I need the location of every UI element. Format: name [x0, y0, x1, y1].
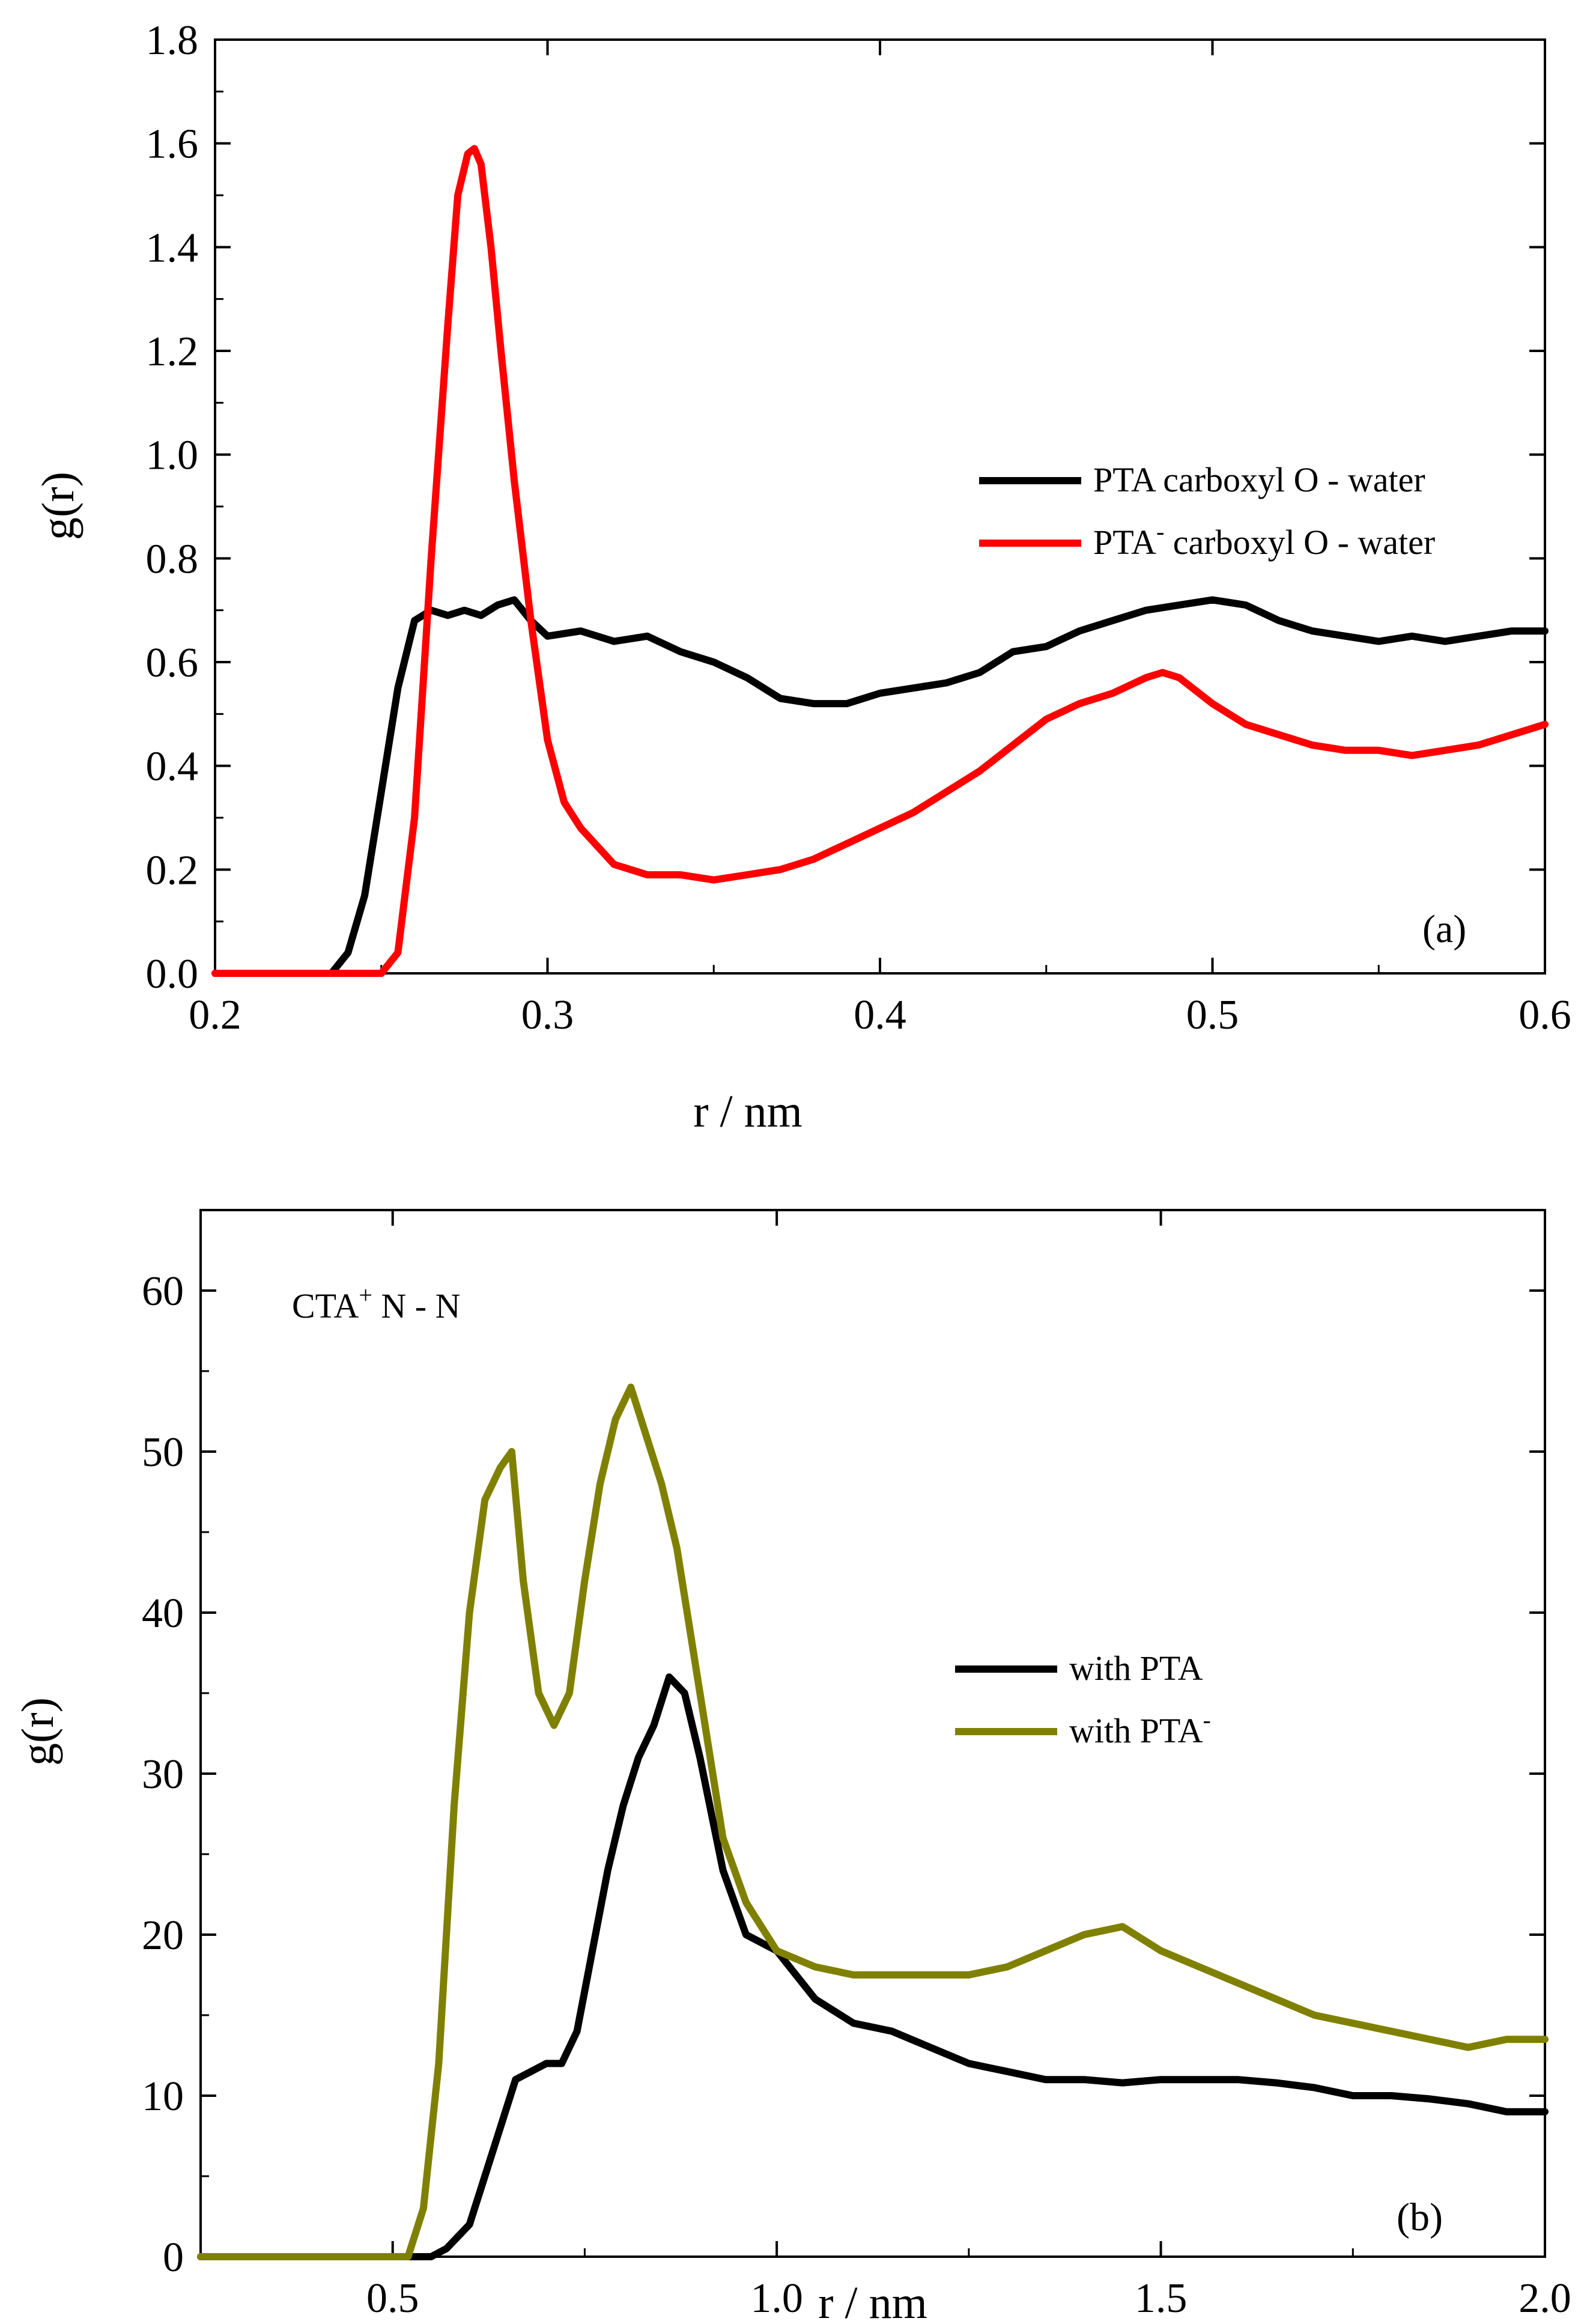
legend-label: with PTA- [1069, 1706, 1211, 1750]
legend-label: with PTA [1069, 1649, 1203, 1688]
plot-frame [199, 1209, 1546, 2258]
legend-label-rest: carboxyl O - water [1164, 523, 1435, 562]
annotation-main: CTA [292, 1286, 359, 1325]
annotation: CTA+ N - N [292, 1282, 461, 1325]
y-tick-label: 60 [142, 1268, 184, 1315]
legend-label: PTA carboxyl O - water [1093, 460, 1425, 499]
x-tick-label: 0.2 [189, 992, 241, 1038]
series-line-2 [211, 145, 1549, 977]
y-tick-label: 1.0 [146, 433, 199, 479]
series-line-2 [197, 1383, 1549, 2260]
x-tick-label: 0.5 [366, 2275, 419, 2322]
panel-label: (a) [1422, 907, 1466, 951]
y-axis-title: g(r) [13, 1697, 63, 1766]
x-tick-label: 0.5 [1186, 992, 1239, 1038]
y-tick-label: 0.6 [146, 640, 199, 686]
y-tick-label: 0.2 [146, 847, 199, 893]
series-line-1 [211, 596, 1549, 977]
y-tick-label: 30 [142, 1751, 184, 1798]
chart-panel-b: 0.5 1.0 1.5 2.0 0 10 20 30 40 50 60 r / nm g(r) with … [13, 1209, 1571, 2324]
y-tick-label: 50 [142, 1429, 184, 1476]
y-tick-label: 1.6 [146, 121, 199, 168]
panel-label: (b) [1397, 2195, 1443, 2239]
x-tick-label: 0.6 [1519, 992, 1571, 1038]
legend-label-main: PTA carboxyl O - water [1093, 460, 1425, 499]
x-tick-label: 0.3 [521, 992, 574, 1038]
annotation-sup: + [359, 1282, 372, 1309]
legend-label-main: with PTA [1069, 1649, 1203, 1688]
legend-label-main: PTA [1093, 523, 1156, 562]
legend-label-sup: - [1203, 1706, 1211, 1733]
y-tick-label: 1.8 [146, 17, 199, 64]
x-axis-title: r / nm [818, 2278, 927, 2324]
y-tick-label: 1.4 [146, 225, 199, 271]
x-tick-label: 0.4 [854, 992, 906, 1038]
y-tick-label: 0.0 [146, 951, 199, 997]
x-axis-title: r / nm [693, 1086, 803, 1137]
y-axis-title: g(r) [33, 472, 83, 540]
y-tick-label: 0 [163, 2234, 184, 2281]
x-tick-label: 2.0 [1519, 2275, 1571, 2322]
y-tick-label: 20 [142, 1912, 184, 1959]
legend-label-main: with PTA [1069, 1711, 1203, 1750]
chart-panel-a: 0.2 0.3 0.4 0.5 0.60.00.20.40.60.81.01.21.41… [33, 17, 1571, 1137]
y-tick-label: 10 [142, 2073, 184, 2120]
y-tick-label: 1.2 [146, 329, 199, 375]
legend-label-sup: - [1156, 518, 1164, 545]
x-tick-label: 1.5 [1135, 2275, 1188, 2322]
annotation-rest: N - N [372, 1286, 461, 1325]
y-tick-label: 0.8 [146, 536, 199, 582]
x-tick-label: 1.0 [750, 2275, 803, 2322]
y-tick-label: 0.4 [146, 744, 199, 790]
series-line-1 [197, 1673, 1549, 2260]
y-tick-label: 40 [142, 1590, 184, 1637]
legend-label: PTA- carboxyl O - water [1093, 518, 1435, 562]
